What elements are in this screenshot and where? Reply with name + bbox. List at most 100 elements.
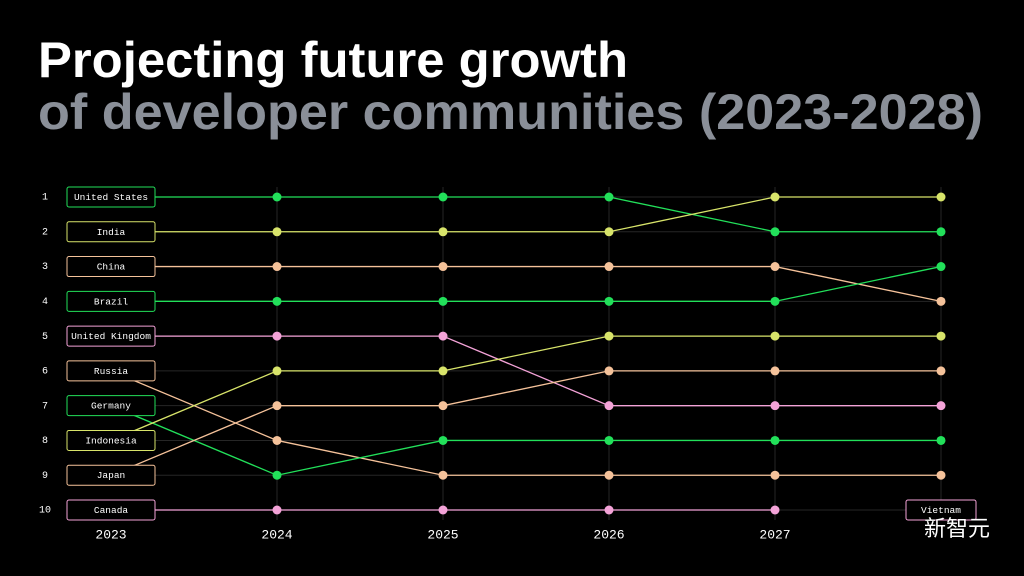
point xyxy=(604,435,614,445)
point xyxy=(272,227,282,237)
point xyxy=(604,192,614,202)
point xyxy=(438,435,448,445)
point xyxy=(272,366,282,376)
series-line xyxy=(111,335,941,407)
series-line xyxy=(111,265,942,302)
series-label: United Kingdom xyxy=(71,331,151,342)
x-tick-label: 2027 xyxy=(759,527,790,542)
point xyxy=(272,262,282,272)
point xyxy=(272,192,282,202)
series-label: Vietnam xyxy=(921,505,961,516)
chart-title: Projecting future growth xyxy=(38,32,628,88)
point xyxy=(936,366,946,376)
point xyxy=(272,331,282,341)
y-tick-label: 8 xyxy=(42,436,48,447)
y-tick-label: 6 xyxy=(42,367,48,378)
chart-subtitle: of developer communities (2023-2028) xyxy=(38,84,983,140)
point xyxy=(604,262,614,272)
point xyxy=(438,401,448,411)
series-label: Indonesia xyxy=(85,435,137,446)
point xyxy=(770,227,780,237)
label-box xyxy=(66,360,156,382)
point xyxy=(936,296,946,306)
y-tick-label: 7 xyxy=(42,401,48,412)
point xyxy=(604,366,614,376)
point xyxy=(770,401,780,411)
point xyxy=(604,331,614,341)
point xyxy=(936,401,946,411)
y-tick-label: 9 xyxy=(42,471,48,482)
label-box xyxy=(66,429,156,451)
point xyxy=(272,401,282,411)
series-line xyxy=(110,405,941,476)
label-box xyxy=(66,221,156,243)
series-label: Russia xyxy=(94,366,129,377)
point xyxy=(438,331,448,341)
point xyxy=(770,262,780,272)
lines xyxy=(110,196,942,511)
series-line xyxy=(111,265,942,302)
series-line xyxy=(111,196,941,233)
point xyxy=(936,192,946,202)
point xyxy=(604,227,614,237)
series-label: India xyxy=(97,227,126,238)
point xyxy=(438,262,448,272)
point xyxy=(272,296,282,306)
series-line xyxy=(110,370,941,476)
y-tick-label: 2 xyxy=(42,227,48,238)
label-box xyxy=(66,499,156,521)
x-tick-label: 2023 xyxy=(95,527,126,542)
series-label: Germany xyxy=(91,401,131,412)
point xyxy=(438,366,448,376)
series-label: Canada xyxy=(94,505,129,516)
point xyxy=(936,331,946,341)
point xyxy=(770,366,780,376)
y-tick-label: 4 xyxy=(42,297,48,308)
label-box xyxy=(66,186,156,208)
grid: 1 2 3 4 5 6 7 8 9 10 2023 2024 2025 2026 2027 xyxy=(39,187,942,542)
point xyxy=(770,470,780,480)
point xyxy=(936,470,946,480)
point xyxy=(770,331,780,341)
y-tick-label: 1 xyxy=(42,193,48,204)
label-box xyxy=(66,256,156,278)
label-box xyxy=(66,325,156,347)
point xyxy=(272,470,282,480)
point xyxy=(604,401,614,411)
x-tick-label: 2025 xyxy=(427,527,458,542)
point xyxy=(604,296,614,306)
watermark: 新智元 xyxy=(924,516,990,541)
point xyxy=(770,505,780,515)
series-label: Brazil xyxy=(94,296,129,307)
series-label: United States xyxy=(74,192,148,203)
x-tick-label: 2024 xyxy=(261,527,292,542)
point xyxy=(272,505,282,515)
series-label: China xyxy=(97,262,126,273)
point xyxy=(936,262,946,272)
label-box xyxy=(905,499,977,521)
point xyxy=(770,435,780,445)
point xyxy=(438,227,448,237)
series-label: Japan xyxy=(97,470,126,481)
point xyxy=(604,470,614,480)
point xyxy=(438,296,448,306)
series-line xyxy=(111,196,941,233)
point xyxy=(604,505,614,515)
point xyxy=(438,470,448,480)
y-tick-label: 10 xyxy=(39,506,51,517)
marks: United States India China Brazil United King… xyxy=(66,186,977,521)
label-box xyxy=(66,290,156,312)
label-box xyxy=(66,464,156,486)
x-tick-label: 2026 xyxy=(593,527,624,542)
point xyxy=(438,505,448,515)
series-line xyxy=(110,370,941,476)
series-line xyxy=(110,335,941,442)
y-tick-label: 5 xyxy=(42,332,48,343)
point xyxy=(770,296,780,306)
point xyxy=(770,192,780,202)
point xyxy=(438,192,448,202)
label-box xyxy=(66,395,156,417)
point xyxy=(936,227,946,237)
